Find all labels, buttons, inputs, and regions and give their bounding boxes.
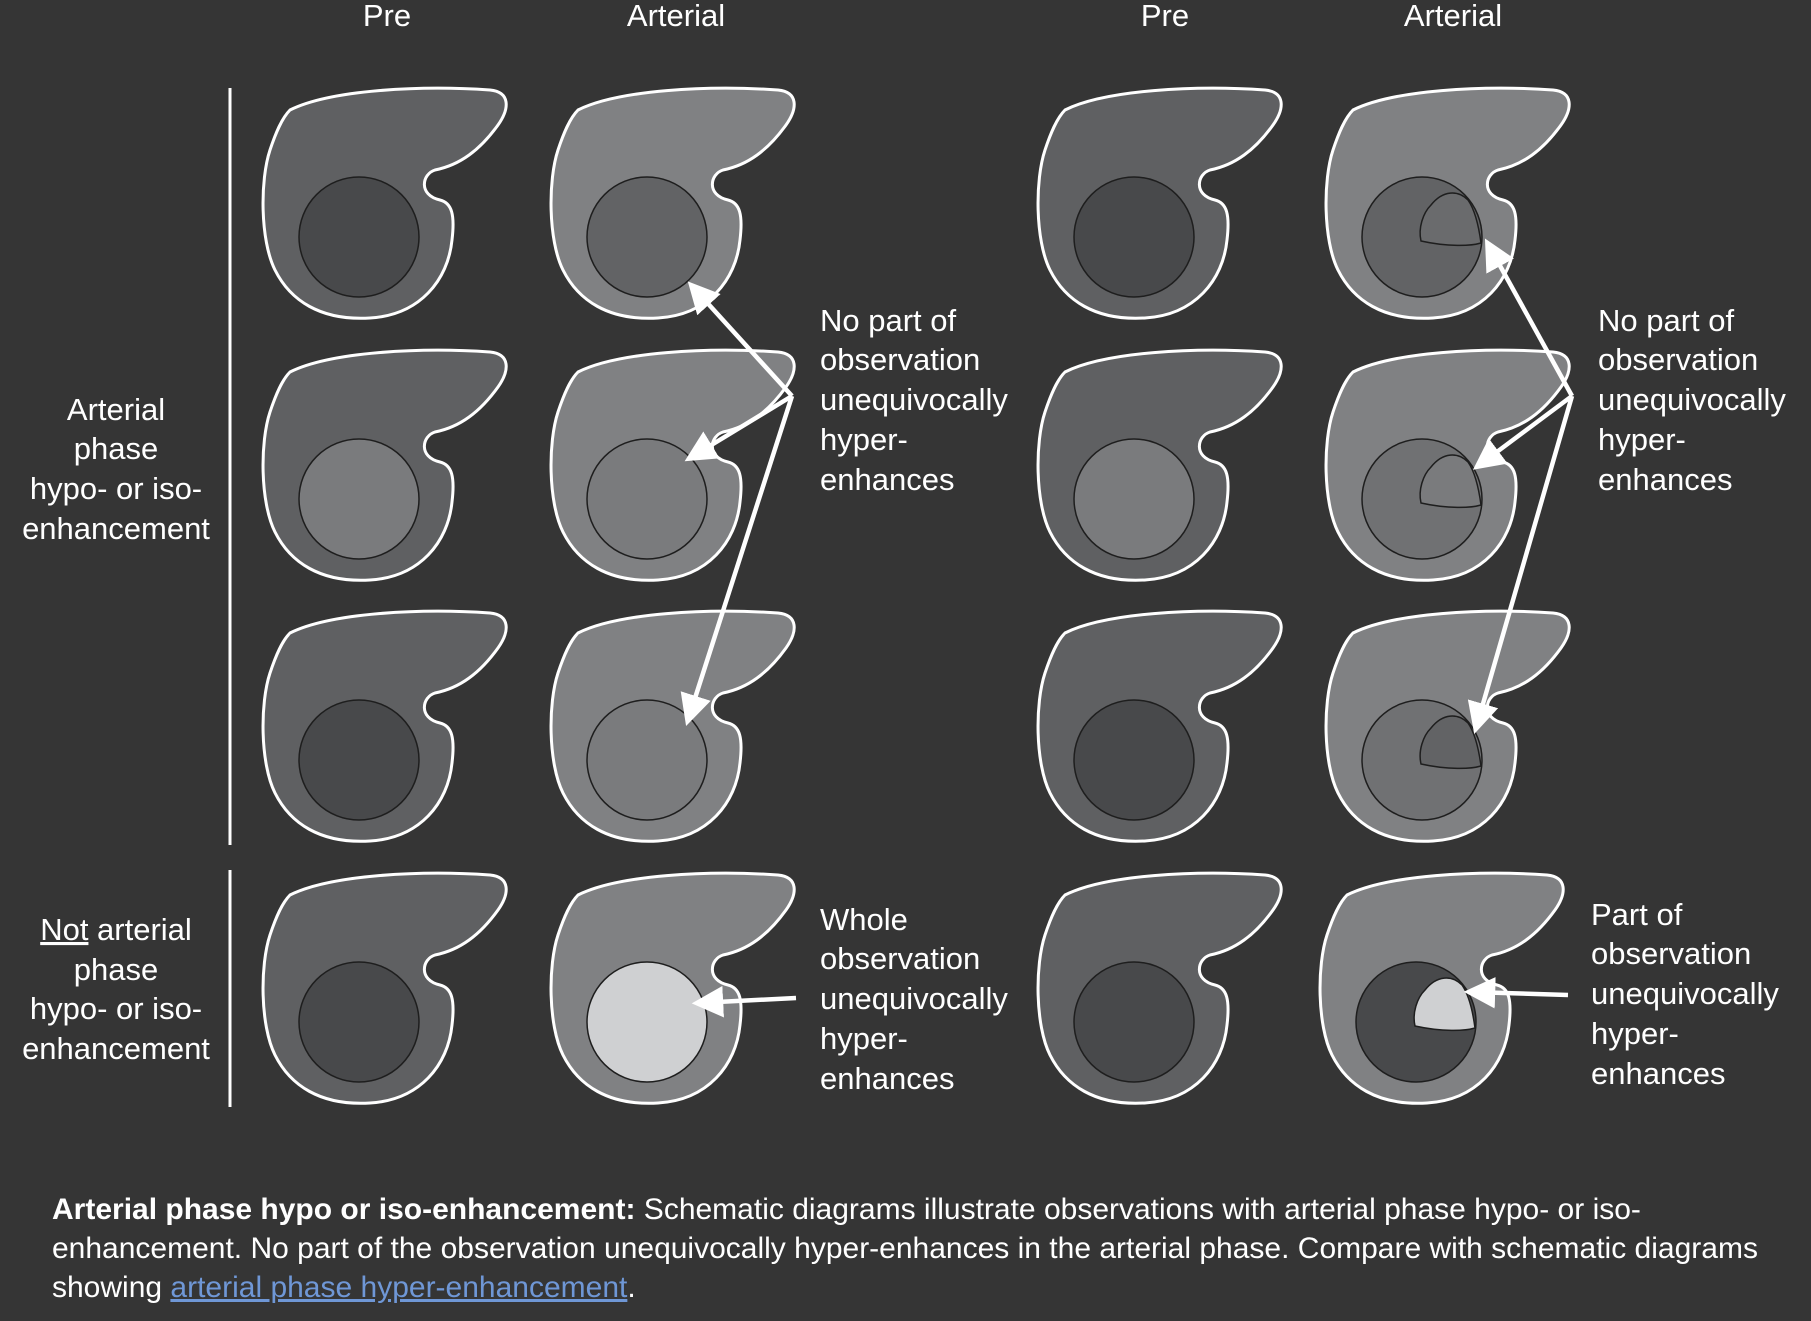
lesion <box>586 699 708 821</box>
svg-text:enhancement: enhancement <box>22 1031 210 1066</box>
lesion-subregion <box>1419 192 1482 247</box>
annotation-right-bottom: Part of observation unequivocally hyper-… <box>1591 897 1779 1091</box>
svg-text:unequivocally: unequivocally <box>1591 976 1779 1011</box>
liver-right-arterial-row3 <box>1324 609 1571 843</box>
lesion-subregion <box>1419 715 1482 770</box>
liver-left-pre-row1 <box>261 86 508 320</box>
svg-text:Part of: Part of <box>1591 897 1683 932</box>
svg-text:observation: observation <box>820 342 980 377</box>
liver-right-arterial-row4 <box>1318 871 1565 1105</box>
arrow-left-to-row2 <box>684 394 794 462</box>
caption-body: Schematic diagrams illustrate observatio… <box>52 1193 1758 1304</box>
row-group-label-top: Arterial phase hypo- or iso- enhancement <box>22 392 210 546</box>
lesion <box>298 438 420 560</box>
arrow-right-to-row3 <box>1467 395 1575 735</box>
arrow-left-to-row3 <box>680 395 795 726</box>
svg-text:hypo- or iso-: hypo- or iso- <box>30 471 202 506</box>
svg-text:enhances: enhances <box>820 462 954 497</box>
svg-text:hyper-: hyper- <box>820 1021 908 1056</box>
svg-text:phase: phase <box>74 431 158 466</box>
liver-right-pre-row2 <box>1036 348 1283 582</box>
svg-text:unequivocally: unequivocally <box>1598 382 1786 417</box>
arrow-right-to-row1 <box>1484 238 1574 398</box>
caption-tail: . <box>627 1271 636 1304</box>
arrow-left-to-row1 <box>687 281 794 398</box>
arrow-right-to-row2 <box>1472 394 1574 470</box>
liver-left-pre-row2 <box>261 348 508 582</box>
svg-text:enhances: enhances <box>820 1061 954 1096</box>
column-header-arterial-left: Arterial <box>627 0 725 33</box>
lesion <box>1073 699 1195 821</box>
liver-left-arterial-row1 <box>549 86 796 320</box>
lesion-subregion <box>1419 454 1482 509</box>
svg-text:Not arterial: Not arterial <box>40 912 192 947</box>
svg-text:Whole: Whole <box>820 902 908 937</box>
svg-text:hyper-: hyper- <box>1591 1016 1679 1051</box>
liver-right-arterial-row2 <box>1324 348 1571 582</box>
caption-link-arterial-phase-hyper-enhancement[interactable]: arterial phase hyper-enhancement <box>170 1271 628 1304</box>
column-header-arterial-right: Arterial <box>1404 0 1502 33</box>
svg-text:observation: observation <box>820 941 980 976</box>
svg-text:unequivocally: unequivocally <box>820 981 1008 1016</box>
svg-text:unequivocally: unequivocally <box>820 382 1008 417</box>
column-header-pre-left: Pre <box>363 0 411 33</box>
liver-right-arterial-row1 <box>1324 86 1571 320</box>
liver-right-pre-row1 <box>1036 86 1283 320</box>
liver-right-pre-row4 <box>1036 871 1283 1105</box>
svg-text:enhances: enhances <box>1591 1056 1725 1091</box>
svg-text:observation: observation <box>1598 342 1758 377</box>
lesion <box>1073 961 1195 1083</box>
liver-left-arterial-row4 <box>549 871 796 1105</box>
svg-text:observation: observation <box>1591 936 1751 971</box>
liver-left-pre-row4 <box>261 871 508 1105</box>
lesion <box>586 961 708 1083</box>
liver-left-arterial-row2 <box>549 348 796 582</box>
svg-text:Arterial: Arterial <box>67 392 165 427</box>
caption-lead: Arterial phase hypo or iso-enhancement: <box>52 1193 636 1226</box>
row-group-label-bottom: Not arterial phase hypo- or iso- enhance… <box>22 912 210 1066</box>
annotation-left-top: No part of observation unequivocally hyp… <box>820 303 1008 497</box>
arrow-left-to-row4 <box>691 985 797 1018</box>
lesion <box>298 699 420 821</box>
column-header-pre-right: Pre <box>1141 0 1189 33</box>
lesion <box>586 176 708 298</box>
lesion <box>1073 438 1195 560</box>
svg-text:hyper-: hyper- <box>1598 422 1686 457</box>
lesion-subregion <box>1413 977 1476 1032</box>
annotation-right-top: No part of observation unequivocally hyp… <box>1598 303 1786 497</box>
arrow-right-to-row4 <box>1463 977 1569 1009</box>
svg-text:No part of: No part of <box>820 303 957 338</box>
liver-right-pre-row3 <box>1036 609 1283 843</box>
annotation-left-bottom: Whole observation unequivocally hyper- e… <box>820 902 1008 1096</box>
lesion <box>1073 176 1195 298</box>
underlined-not: Not <box>40 912 89 947</box>
svg-text:enhancement: enhancement <box>22 511 210 546</box>
lesion <box>298 961 420 1083</box>
figure-caption: Arterial phase hypo or iso-enhancement: … <box>52 1190 1772 1307</box>
lesion <box>586 438 708 560</box>
liver-left-arterial-row3 <box>549 609 796 843</box>
svg-text:phase: phase <box>74 952 158 987</box>
svg-text:enhances: enhances <box>1598 462 1732 497</box>
svg-text:hyper-: hyper- <box>820 422 908 457</box>
svg-text:No part of: No part of <box>1598 303 1735 338</box>
liver-left-pre-row3 <box>261 609 508 843</box>
lesion <box>298 176 420 298</box>
svg-text:hypo- or iso-: hypo- or iso- <box>30 991 202 1026</box>
